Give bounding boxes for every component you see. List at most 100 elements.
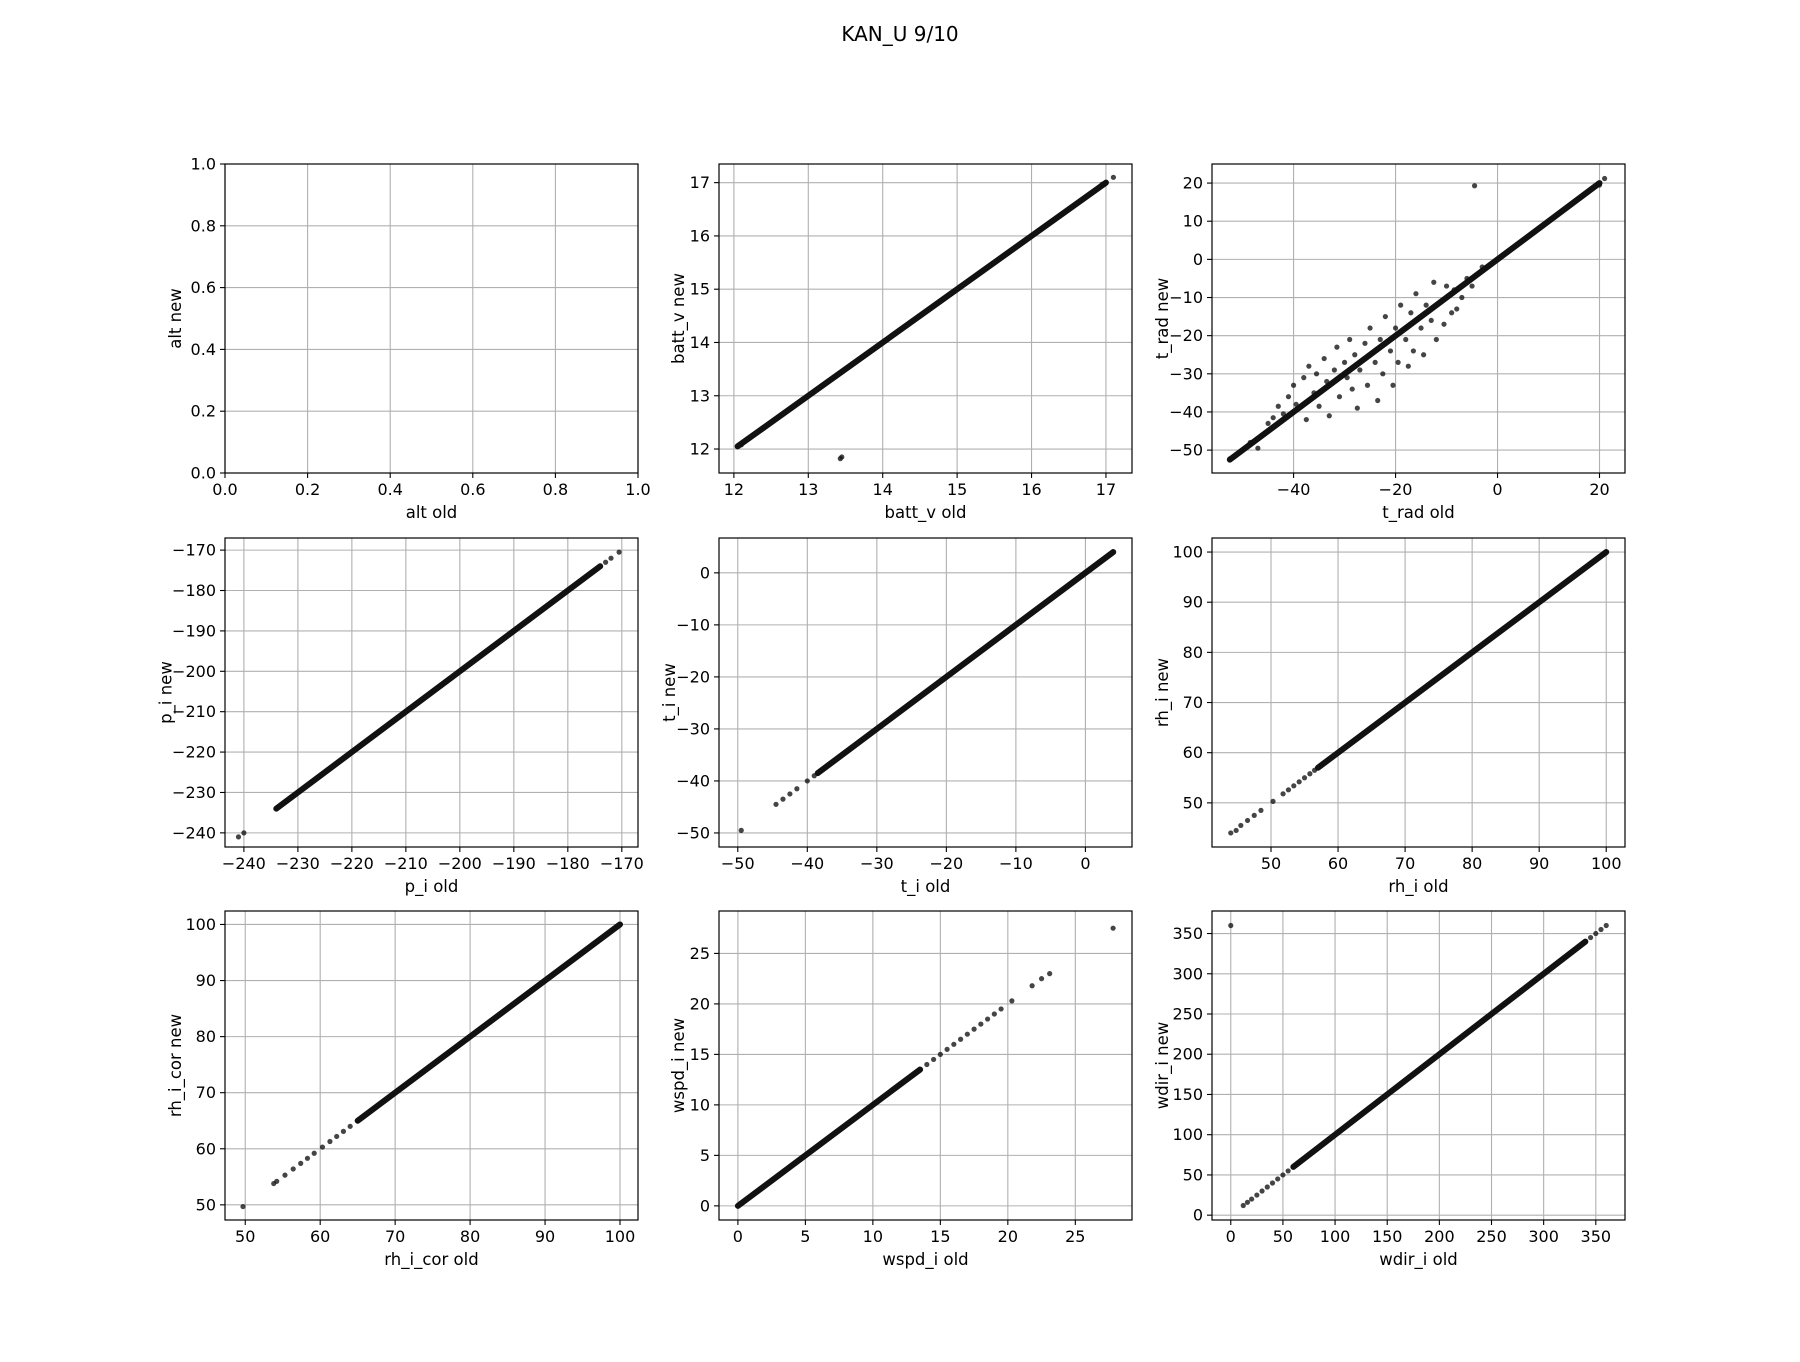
y-tick-label: 200 bbox=[1172, 1045, 1203, 1064]
data-point bbox=[1249, 1196, 1255, 1202]
data-point bbox=[944, 1046, 950, 1052]
data-point bbox=[1110, 174, 1116, 180]
data-point bbox=[1408, 310, 1414, 316]
x-tick-label: −220 bbox=[330, 854, 374, 873]
data-point bbox=[1454, 306, 1460, 312]
data-point bbox=[1110, 925, 1116, 931]
data-point bbox=[241, 830, 247, 836]
data-point bbox=[1227, 456, 1233, 462]
data-point bbox=[1247, 439, 1253, 446]
data-point bbox=[1311, 767, 1318, 773]
subplot-5: −50 −40 −30 −20 −10 0 −50 −40 −30 −20 −10 0 t_i old t… bbox=[660, 537, 1133, 897]
figure-title: KAN_U 9/10 bbox=[841, 22, 958, 46]
data-point bbox=[1047, 971, 1053, 977]
x-tick-label: 14 bbox=[873, 480, 893, 499]
x-tick-label: 13 bbox=[798, 480, 818, 499]
x-tick-label: 70 bbox=[1395, 854, 1415, 873]
data-point bbox=[1362, 340, 1368, 346]
x-tick-label: −190 bbox=[492, 854, 536, 873]
data-point bbox=[1398, 302, 1404, 308]
data-point bbox=[1285, 787, 1292, 793]
data-point bbox=[1334, 344, 1340, 350]
data-point bbox=[1392, 325, 1399, 331]
y-tick-label: −50 bbox=[1169, 441, 1203, 460]
y-axis-label: p_i new bbox=[156, 661, 176, 724]
data-point bbox=[773, 801, 779, 807]
x-tick-label: 20 bbox=[1589, 480, 1609, 499]
y-tick-label: 100 bbox=[185, 915, 216, 934]
x-tick-label: 80 bbox=[1462, 854, 1482, 873]
data-point bbox=[603, 559, 609, 565]
y-tick-label: 0 bbox=[1193, 1206, 1203, 1225]
x-axis-label: batt_v old bbox=[885, 503, 967, 523]
y-tick-label: 150 bbox=[1172, 1085, 1203, 1104]
x-tick-label: 50 bbox=[235, 1227, 255, 1246]
x-tick-label: 250 bbox=[1476, 1227, 1507, 1246]
data-point bbox=[971, 1026, 977, 1032]
y-tick-label: −210 bbox=[172, 702, 216, 721]
y-tick-label: −180 bbox=[172, 581, 216, 600]
x-tick-label: −30 bbox=[860, 854, 894, 873]
data-point bbox=[1290, 382, 1297, 388]
x-axis-label: p_i old bbox=[405, 877, 459, 897]
data-point bbox=[1251, 812, 1257, 818]
x-tick-label: 0 bbox=[733, 1227, 743, 1246]
data-point bbox=[1316, 403, 1322, 409]
data-point bbox=[1380, 371, 1386, 377]
data-point bbox=[1410, 348, 1417, 354]
axes-frame bbox=[1211, 163, 1626, 474]
data-point bbox=[1598, 926, 1604, 933]
y-tick-label: −40 bbox=[676, 771, 710, 790]
data-point bbox=[1423, 302, 1429, 308]
x-tick-label: −20 bbox=[929, 854, 963, 873]
data-point bbox=[1479, 264, 1485, 270]
x-tick-label: 200 bbox=[1424, 1227, 1455, 1246]
y-tick-label: 90 bbox=[196, 971, 216, 990]
data-point bbox=[978, 1021, 984, 1027]
data-point bbox=[1264, 1184, 1270, 1190]
data-point bbox=[1352, 352, 1358, 358]
data-point bbox=[1038, 976, 1045, 982]
y-tick-label: 80 bbox=[1183, 643, 1203, 662]
data-point bbox=[1240, 1202, 1246, 1209]
subplot-7: 50 60 70 80 90 100 50 60 70 80 90 100 rh_i_cor old rh… bbox=[166, 910, 639, 1270]
data-point bbox=[991, 1011, 997, 1017]
data-point bbox=[1438, 298, 1445, 304]
data-point bbox=[1449, 310, 1455, 316]
data-point bbox=[1326, 413, 1332, 419]
data-point bbox=[837, 456, 843, 462]
data-point bbox=[1420, 352, 1427, 358]
data-point bbox=[284, 797, 290, 804]
data-point bbox=[1265, 420, 1271, 427]
data-point bbox=[1301, 375, 1307, 381]
data-point bbox=[1431, 279, 1437, 285]
data-point bbox=[1418, 325, 1424, 331]
data-point bbox=[1593, 930, 1599, 937]
x-axis-label: wdir_i old bbox=[1379, 1250, 1458, 1270]
data-point bbox=[1469, 283, 1475, 289]
y-tick-label: −10 bbox=[1169, 288, 1203, 307]
x-tick-label: −230 bbox=[276, 854, 320, 873]
data-point bbox=[1367, 325, 1373, 331]
x-tick-label: 90 bbox=[535, 1227, 555, 1246]
x-tick-label: 5 bbox=[800, 1227, 810, 1246]
y-tick-label: 0 bbox=[1193, 250, 1203, 269]
x-tick-label: 17 bbox=[1096, 480, 1116, 499]
data-point bbox=[1364, 382, 1371, 388]
dense-points-band bbox=[734, 179, 1109, 450]
y-tick-label: −170 bbox=[172, 541, 216, 560]
x-tick-label: 1.0 bbox=[625, 480, 650, 499]
y-axis-label: batt_v new bbox=[669, 273, 689, 364]
y-tick-label: −200 bbox=[172, 662, 216, 681]
data-point bbox=[1344, 375, 1350, 381]
axes-frame bbox=[718, 537, 1133, 848]
y-tick-label: 12 bbox=[690, 440, 710, 459]
data-point bbox=[1375, 397, 1381, 404]
data-point bbox=[1349, 386, 1355, 392]
axes-frame bbox=[718, 163, 1133, 474]
data-point bbox=[1347, 336, 1353, 343]
data-point bbox=[1291, 783, 1297, 789]
data-point bbox=[1390, 382, 1396, 388]
data-point bbox=[1377, 336, 1383, 343]
y-tick-label: 16 bbox=[690, 226, 710, 245]
